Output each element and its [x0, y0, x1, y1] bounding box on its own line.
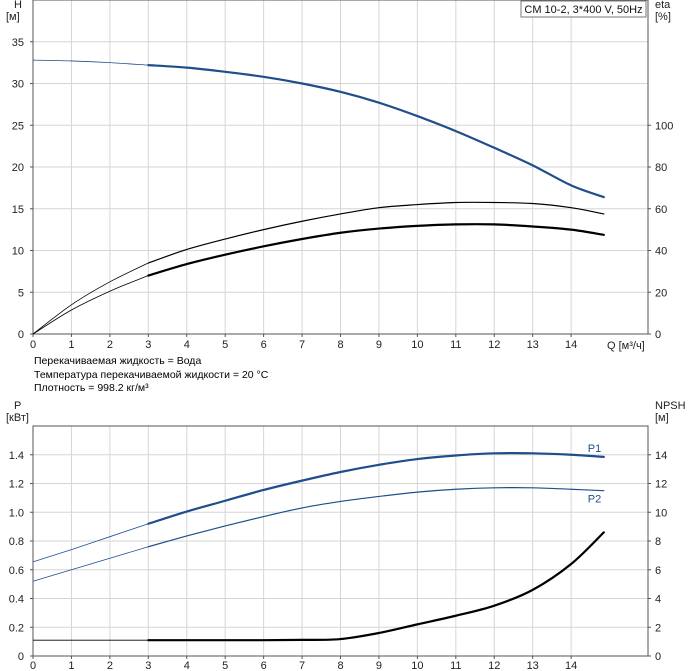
y-right-axis-title: NPSH — [655, 400, 686, 412]
y-left-axis-title: P — [14, 400, 21, 412]
y-left-tick-label: 15 — [12, 204, 24, 216]
x-tick-label: 5 — [222, 339, 228, 351]
series-0-0-line — [147, 64, 605, 199]
fluid-notes: Перекачиваемая жидкость = Вода Температу… — [34, 355, 268, 396]
y-left-tick-label: 20 — [12, 162, 24, 174]
x-tick-label: 7 — [299, 339, 305, 351]
series-0-1-extrapolated-line — [32, 262, 149, 335]
p2-line — [147, 487, 605, 548]
y-left-axis-title: H — [14, 0, 22, 11]
x-tick-label: 1 — [68, 339, 74, 351]
x-tick-label: 10 — [411, 339, 423, 351]
y-left-tick-label: 30 — [12, 79, 24, 91]
y-left-tick-label: 0.4 — [9, 594, 24, 606]
y-right-tick-label: 4 — [655, 594, 661, 606]
y-right-tick-label: 60 — [655, 204, 667, 216]
x-tick-label: 6 — [261, 339, 267, 351]
x-tick-label: 3 — [145, 339, 151, 351]
y-left-axis-unit: [м] — [6, 11, 20, 23]
x-tick-label: 3 — [145, 660, 151, 671]
title-box — [520, 0, 647, 18]
chart-title: CM 10-2, 3*400 V, 50Hz — [524, 4, 642, 16]
x-tick-label: 0 — [30, 339, 36, 351]
y-right-tick-label: 14 — [655, 450, 667, 462]
x-tick-label: 14 — [565, 339, 577, 351]
y-left-tick-label: 1.0 — [9, 507, 24, 519]
x-tick-label: 4 — [184, 660, 190, 671]
x-tick-label: 9 — [376, 660, 382, 671]
y-left-tick-label: 0 — [18, 329, 24, 341]
y-left-tick-label: 10 — [12, 246, 24, 258]
x-tick-label: 2 — [107, 339, 113, 351]
y-left-tick-label: 0.8 — [9, 536, 24, 548]
x-tick-label: 13 — [527, 660, 539, 671]
density-note: Плотность = 998.2 кг/м³ — [34, 382, 149, 394]
temperature-note: Температура перекачиваемой жидкости = 20… — [34, 368, 269, 381]
y-left-tick-label: 35 — [12, 37, 24, 49]
y-right-axis-unit: [м] — [655, 412, 669, 424]
x-tick-label: 11 — [450, 339, 461, 351]
series-0-0-extrapolated-line — [32, 59, 149, 66]
x-tick-label: 1 — [68, 660, 74, 671]
y-right-axis-unit: [%] — [655, 11, 671, 23]
p1-line — [147, 451, 605, 525]
x-tick-label: 2 — [107, 660, 113, 671]
fluid-note: Перекачиваемая жидкость = Вода — [34, 355, 202, 367]
series-0-1-line — [147, 201, 605, 264]
p2-extrapolated-line — [32, 546, 149, 582]
y-right-tick-label: 2 — [655, 622, 661, 634]
x-tick-label: 12 — [488, 339, 500, 351]
x-tick-label: 8 — [337, 660, 343, 671]
x-tick-label: 12 — [488, 660, 500, 671]
x-tick-label: 4 — [184, 339, 190, 351]
y-left-tick-label: 0.2 — [9, 622, 24, 634]
series-0-2-line — [147, 223, 605, 277]
y-right-tick-label: 8 — [655, 536, 661, 548]
series-1-2-line — [147, 531, 605, 642]
y-left-tick-label: 1.2 — [9, 479, 24, 491]
y-right-tick-label: 12 — [655, 479, 667, 491]
p1-extrapolated-line — [32, 523, 149, 563]
y-left-tick-label: 1.4 — [9, 450, 24, 462]
y-left-axis-unit: [кВт] — [6, 412, 29, 424]
y-right-tick-label: 100 — [655, 120, 673, 132]
y-right-tick-label: 10 — [655, 507, 667, 519]
y-right-axis-title: eta — [655, 0, 671, 11]
x-tick-label: 9 — [376, 339, 382, 351]
y-left-tick-label: 0.6 — [9, 565, 24, 577]
x-tick-label: 5 — [222, 660, 228, 671]
y-right-tick-label: 40 — [655, 246, 667, 258]
x-axis-title: Q [м³/ч] — [607, 340, 645, 352]
x-tick-label: 14 — [565, 660, 577, 671]
y-right-tick-label: 6 — [655, 565, 661, 577]
y-right-tick-label: 0 — [655, 651, 661, 663]
y-right-tick-label: 20 — [655, 287, 667, 299]
x-tick-label: 6 — [261, 660, 267, 671]
x-tick-label: 8 — [337, 339, 343, 351]
p2-label: P2 — [588, 494, 601, 506]
y-left-tick-label: 25 — [12, 120, 24, 132]
x-tick-label: 10 — [411, 660, 423, 671]
y-left-tick-label: 0 — [18, 651, 24, 663]
x-tick-label: 7 — [299, 660, 305, 671]
y-right-tick-label: 80 — [655, 162, 667, 174]
p1-label: P1 — [588, 443, 601, 455]
x-tick-label: 11 — [450, 660, 461, 671]
x-tick-label: 13 — [527, 339, 539, 351]
y-right-tick-label: 0 — [655, 329, 661, 341]
y-left-tick-label: 5 — [18, 287, 24, 299]
x-tick-label: 0 — [30, 660, 36, 671]
series-0-2-extrapolated-line — [32, 275, 149, 335]
